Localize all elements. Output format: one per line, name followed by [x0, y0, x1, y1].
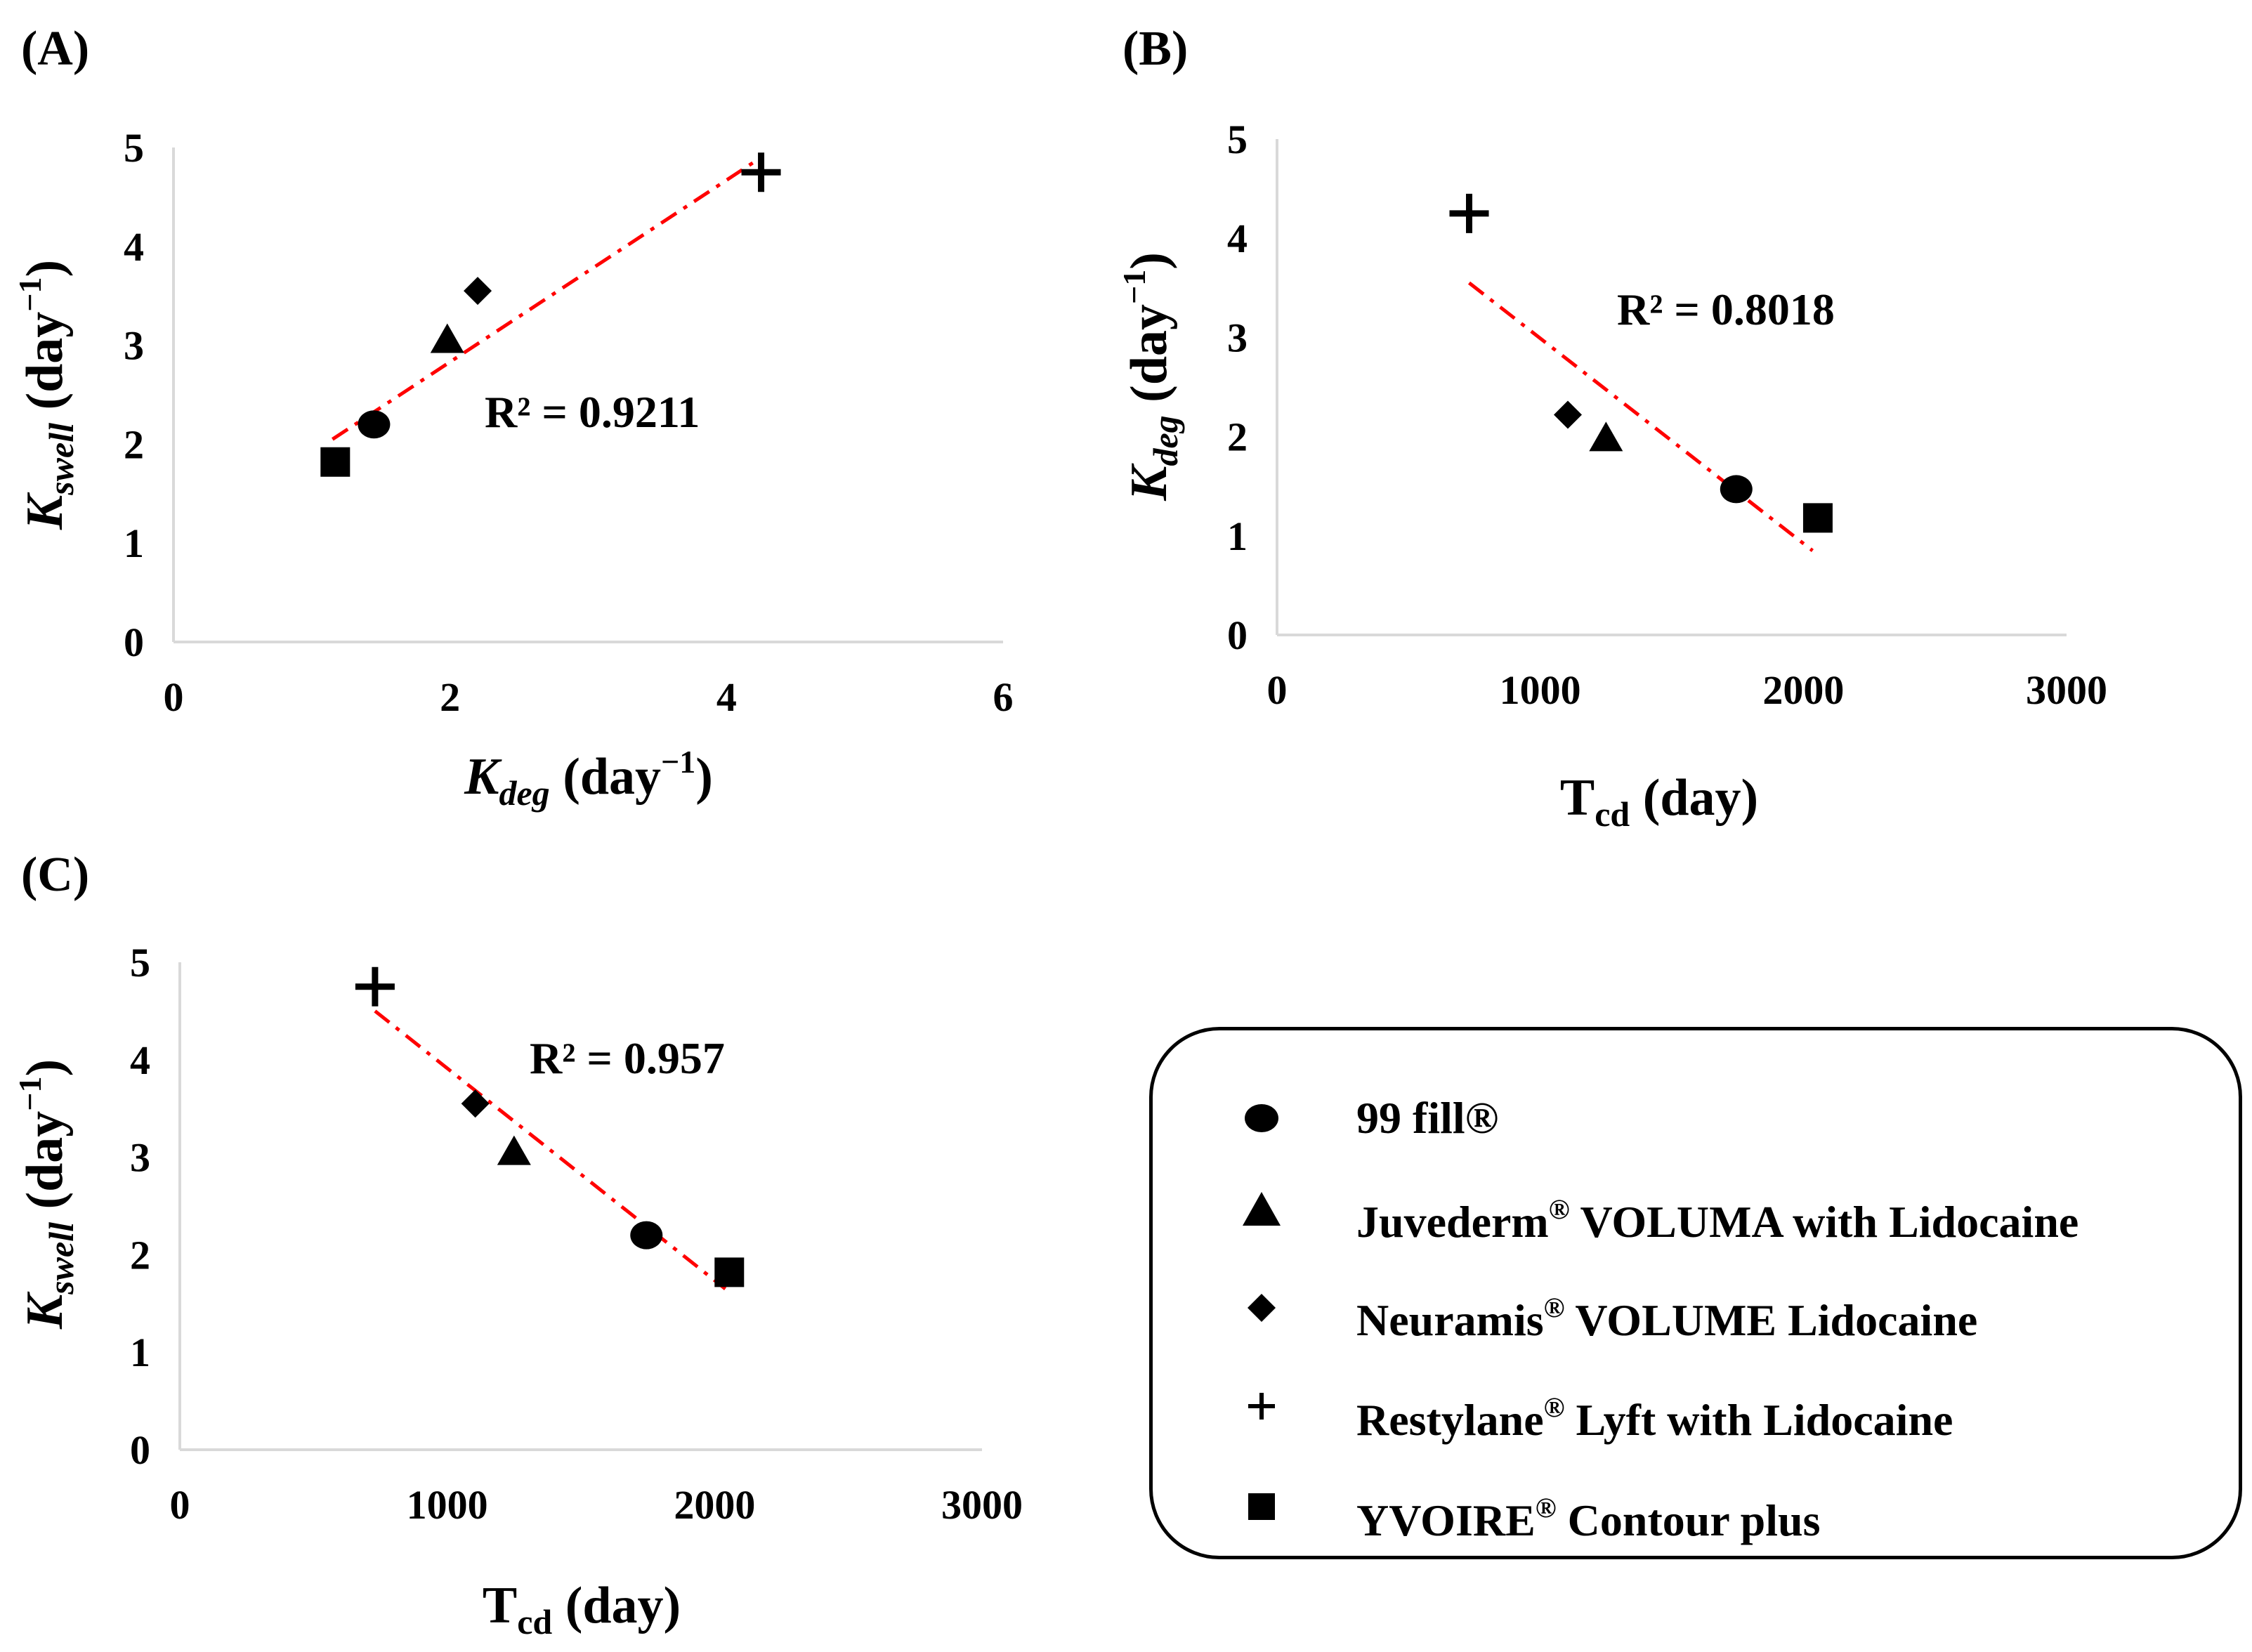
- y-axis-label: Kdeg (day−1): [1116, 252, 1185, 501]
- data-point-neuramis-volume-lidocaine: [461, 1089, 490, 1118]
- legend-item-yvoire: YVOIRE® Contour plus: [1153, 1469, 2239, 1547]
- y-tick-label: 1: [124, 520, 144, 566]
- chart-panel-b: 0 1000 2000 3000 0 1 2 3 4 5 Tcd (day) Kdeg (day−1)…: [1116, 117, 2107, 834]
- data-point-99-fill: [358, 410, 391, 439]
- y-axis-label: Kswell (day−1): [12, 1059, 81, 1330]
- y-tick-label: 3: [130, 1135, 150, 1181]
- trendline: [374, 1009, 727, 1290]
- y-tick-label: 5: [1227, 117, 1248, 162]
- data-point-juvederm-voluma-with-lidocaine: [430, 323, 464, 353]
- y-tick-label: 2: [1227, 414, 1248, 460]
- x-tick-label: 1000: [407, 1482, 488, 1528]
- legend-item-99-fill: 99 fill®: [1153, 1080, 2239, 1157]
- y-tick-label: 4: [124, 224, 144, 270]
- r-squared-label: R² = 0.9211: [485, 387, 700, 437]
- data-point-yvoire-contour-plus: [714, 1257, 745, 1287]
- r-squared-label: R² = 0.8018: [1617, 284, 1835, 334]
- x-axis-label: Tcd (day): [483, 1577, 681, 1641]
- data-point-restylane-lyft-with-lidocaine: [355, 966, 395, 1007]
- data-point-restylane-lyft-with-lidocaine: [741, 152, 781, 192]
- legend-label-juvederm: Juvederm® VOLUMA with Lidocaine: [1356, 1193, 2079, 1247]
- y-tick-label: 5: [124, 125, 144, 171]
- chart-panel-c: 0 1000 2000 3000 0 1 2 3 4 5 Tcd (day) Kswell (day−…: [12, 940, 1023, 1641]
- y-tick-label: 5: [130, 940, 150, 985]
- y-tick-label: 4: [1227, 216, 1248, 261]
- y-tick-label: 4: [130, 1037, 150, 1083]
- x-tick-label: 4: [716, 674, 737, 720]
- x-tick-label: 0: [164, 674, 184, 720]
- legend-label-neuramis: Neuramis® VOLUME Lidocaine: [1356, 1292, 1978, 1345]
- circle-marker-icon: [1245, 1104, 1278, 1132]
- x-tick-label: 2000: [674, 1482, 755, 1528]
- legend-item-juvederm: Juvederm® VOLUMA with Lidocaine: [1153, 1171, 2239, 1248]
- data-point-restylane-lyft-with-lidocaine: [1449, 193, 1489, 233]
- trendline: [331, 155, 762, 441]
- x-tick-label: 0: [1267, 667, 1288, 713]
- triangle-marker-icon: [1243, 1192, 1281, 1226]
- legend-item-restylane: Restylane® Lyft with Lidocaine: [1153, 1369, 2239, 1446]
- legend-label-99-fill: 99 fill®: [1356, 1093, 1499, 1143]
- panel-label-c: (C): [21, 848, 89, 902]
- data-point-99-fill: [630, 1221, 663, 1250]
- x-tick-label: 0: [170, 1482, 190, 1528]
- chart-panel-a: 0 2 4 6 0 1 2 3 4 5 Kdeg (day−1) Kswell (day−1) R² =…: [12, 125, 1014, 813]
- panel-label-a: (A): [21, 22, 89, 76]
- x-axis-label: Kdeg (day−1): [464, 744, 713, 813]
- x-axis-label: Tcd (day): [1560, 769, 1758, 834]
- data-point-99-fill: [1720, 475, 1753, 504]
- y-tick-label: 1: [1227, 513, 1248, 559]
- legend-label-yvoire: YVOIRE® Contour plus: [1356, 1492, 1821, 1545]
- data-point-neuramis-volume-lidocaine: [1554, 400, 1583, 429]
- legend-label-restylane: Restylane® Lyft with Lidocaine: [1356, 1391, 1953, 1445]
- x-tick-label: 2000: [1762, 667, 1844, 713]
- y-tick-label: 2: [124, 421, 144, 467]
- plus-marker-icon: [1248, 1393, 1275, 1420]
- square-marker-icon: [1248, 1493, 1275, 1520]
- y-tick-label: 0: [130, 1427, 150, 1473]
- y-tick-label: 3: [1227, 315, 1248, 360]
- y-tick-label: 2: [130, 1232, 150, 1278]
- data-point-juvederm-voluma-with-lidocaine: [497, 1135, 531, 1165]
- data-point-juvederm-voluma-with-lidocaine: [1589, 421, 1623, 452]
- y-tick-label: 3: [124, 323, 144, 369]
- data-point-neuramis-volume-lidocaine: [464, 277, 492, 306]
- trendline: [1467, 281, 1814, 552]
- x-tick-label: 2: [440, 674, 460, 720]
- x-tick-label: 1000: [1500, 667, 1581, 713]
- panel-label-b: (B): [1122, 22, 1188, 76]
- x-tick-label: 6: [993, 674, 1014, 720]
- data-point-yvoire-contour-plus: [320, 447, 351, 477]
- diamond-marker-icon: [1248, 1294, 1276, 1322]
- x-tick-label: 3000: [2026, 667, 2107, 713]
- y-axis-label: Kswell (day−1): [12, 260, 81, 530]
- legend-item-neuramis: Neuramis® VOLUME Lidocaine: [1153, 1269, 2239, 1346]
- y-tick-label: 1: [130, 1330, 150, 1375]
- x-tick-label: 3000: [941, 1482, 1023, 1528]
- r-squared-label: R² = 0.957: [530, 1033, 725, 1083]
- legend: 99 fill® Juvederm® VOLUMA with Lidocaine…: [1149, 1027, 2242, 1559]
- y-tick-label: 0: [1227, 612, 1248, 658]
- data-point-yvoire-contour-plus: [1802, 503, 1833, 533]
- y-tick-label: 0: [124, 620, 144, 665]
